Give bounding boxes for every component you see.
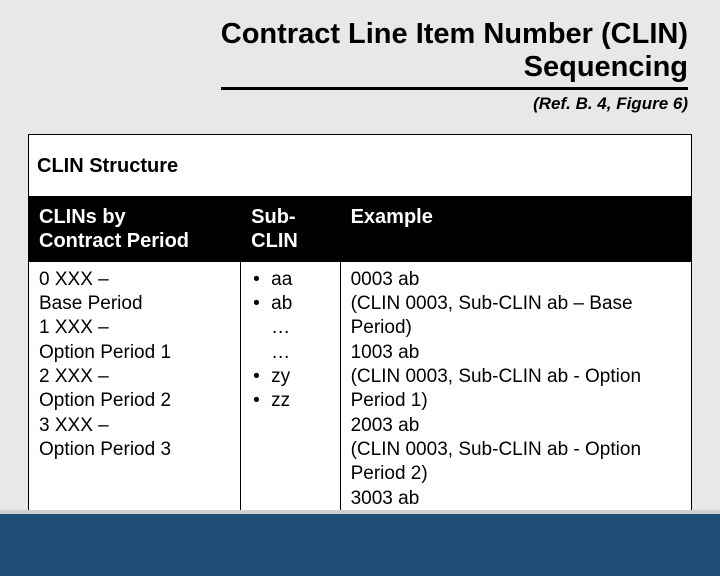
title-line-1: Contract Line Item Number (CLIN) bbox=[221, 18, 688, 50]
column-header-sub-clin: Sub-CLIN bbox=[241, 196, 340, 261]
column-header-example: Example bbox=[340, 196, 691, 261]
slide-reference: (Ref. B. 4, Figure 6) bbox=[32, 94, 688, 114]
content-area: CLIN Structure CLINs byContract Period S… bbox=[0, 120, 720, 567]
table-caption: CLIN Structure bbox=[29, 134, 692, 196]
clin-structure-table: CLIN Structure CLINs byContract Period S… bbox=[28, 134, 692, 567]
title-line-2: Sequencing bbox=[524, 51, 688, 83]
footer-band bbox=[0, 514, 720, 576]
column-header-clins-by-period: CLINs byContract Period bbox=[29, 196, 241, 261]
slide-title: Contract Line Item Number (CLIN) Sequenc… bbox=[221, 18, 688, 90]
slide-header: Contract Line Item Number (CLIN) Sequenc… bbox=[0, 0, 720, 120]
